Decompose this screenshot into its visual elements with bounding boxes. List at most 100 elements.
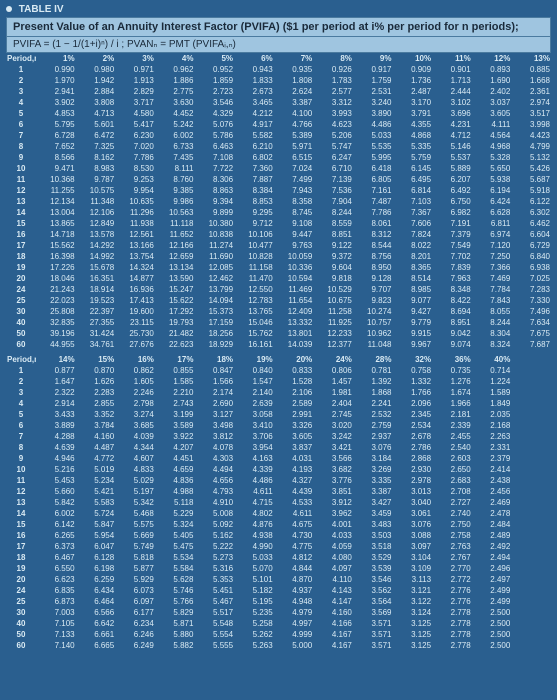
value-cell: 7.652 xyxy=(36,141,76,152)
value-cell: 3.013 xyxy=(392,486,432,497)
value-cell: 8.950 xyxy=(353,262,393,273)
table-row: 10.9900.9800.9710.9620.9520.9430.9350.92… xyxy=(6,64,551,75)
value-cell: 9.707 xyxy=(353,284,393,295)
value-cell: 5.918 xyxy=(511,185,551,196)
value-cell: 3.784 xyxy=(76,420,116,431)
value-cell: 3.335 xyxy=(353,475,393,486)
value-cell: 5.468 xyxy=(115,508,155,519)
period-cell: 25 xyxy=(6,596,36,607)
value-cell: 2.758 xyxy=(432,530,472,541)
value-cell: 9.818 xyxy=(313,273,353,284)
value-cell: 13.801 xyxy=(274,328,314,339)
value-cell: 27.355 xyxy=(76,317,116,328)
value-cell: 5.534 xyxy=(155,552,195,563)
period-cell: 18 xyxy=(6,552,36,563)
value-cell: 12.659 xyxy=(155,251,195,262)
value-cell: 3.076 xyxy=(392,519,432,530)
table-row: 206.6236.2595.9295.6285.3535.1014.8704.1… xyxy=(6,574,551,585)
table-row: 1816.39814.99213.75412.65911.69010.82810… xyxy=(6,251,551,262)
value-cell: 2.855 xyxy=(76,398,116,409)
value-cell: 9.823 xyxy=(353,295,393,306)
value-cell: 3.791 xyxy=(392,108,432,119)
value-cell: 12.550 xyxy=(234,284,274,295)
rate-header: 40% xyxy=(472,354,512,365)
value-cell: 4.997 xyxy=(274,618,314,629)
value-cell: 2.937 xyxy=(353,431,393,442)
value-cell: 5.076 xyxy=(194,119,234,130)
value-cell: 4.802 xyxy=(234,508,274,519)
table-row: 1312.13411.34810.6359.9869.3948.8538.358… xyxy=(6,196,551,207)
value-cell: 12.783 xyxy=(234,295,274,306)
value-cell: 18.929 xyxy=(194,339,234,350)
value-cell: 6.177 xyxy=(115,607,155,618)
value-cell: 6.234 xyxy=(115,618,155,629)
value-cell: 2.727 xyxy=(432,497,472,508)
value-cell: 19.793 xyxy=(155,317,195,328)
value-cell: 8.559 xyxy=(313,218,353,229)
value-cell: 5.747 xyxy=(313,141,353,152)
rate-header: 5% xyxy=(194,53,234,64)
value-cell: 2.772 xyxy=(432,574,472,585)
value-cell: 7.887 xyxy=(234,174,274,185)
value-cell: 3.127 xyxy=(194,409,234,420)
value-cell: 2.494 xyxy=(472,552,512,563)
value-cell: 7.103 xyxy=(392,196,432,207)
value-cell: 7.191 xyxy=(432,218,472,229)
value-cell: 3.571 xyxy=(353,629,393,640)
value-cell: 5.328 xyxy=(472,152,512,163)
value-cell: 4.659 xyxy=(155,464,195,475)
value-cell: 2.678 xyxy=(392,431,432,442)
value-cell: 5.583 xyxy=(76,497,116,508)
period-cell: 14 xyxy=(6,508,36,519)
value-cell: 7.786 xyxy=(115,152,155,163)
value-cell: 6.464 xyxy=(76,596,116,607)
value-cell: 5.316 xyxy=(194,563,234,574)
value-cell: 6.418 xyxy=(353,163,393,174)
value-cell: 5.759 xyxy=(392,152,432,163)
value-cell: 5.628 xyxy=(155,574,195,585)
value-cell: 3.912 xyxy=(313,497,353,508)
value-cell: 3.993 xyxy=(313,108,353,119)
table-row: 76.7286.4726.2306.0025.7865.5825.3895.20… xyxy=(6,130,551,141)
value-cell: 0.735 xyxy=(432,365,472,376)
value-cell: 9.899 xyxy=(194,207,234,218)
period-cell: 3 xyxy=(6,86,36,97)
value-cell: 3.124 xyxy=(392,607,432,618)
value-cell: 12.409 xyxy=(274,306,314,317)
value-cell: 4.163 xyxy=(234,453,274,464)
value-cell: 1.833 xyxy=(234,75,274,86)
value-cell: 3.352 xyxy=(76,409,116,420)
value-cell: 0.847 xyxy=(194,365,234,376)
value-cell: 4.327 xyxy=(274,475,314,486)
rate-header: 17% xyxy=(155,354,195,365)
value-cell: 3.483 xyxy=(353,519,393,530)
table-number: TABLE IV xyxy=(6,4,551,15)
value-cell: 3.922 xyxy=(155,431,195,442)
value-cell: 2.690 xyxy=(194,398,234,409)
value-cell: 3.605 xyxy=(472,108,512,119)
value-cell: 2.775 xyxy=(155,86,195,97)
value-cell: 5.818 xyxy=(115,552,155,563)
value-cell: 0.917 xyxy=(353,64,393,75)
value-cell: 6.840 xyxy=(511,251,551,262)
value-cell: 5.882 xyxy=(155,640,195,651)
value-cell: 12.462 xyxy=(194,273,234,284)
value-cell: 5.724 xyxy=(76,508,116,519)
value-cell: 7.020 xyxy=(115,141,155,152)
value-cell: 6.873 xyxy=(36,596,76,607)
value-cell: 8.985 xyxy=(392,284,432,295)
value-cell: 2.379 xyxy=(472,453,512,464)
value-cell: 4.876 xyxy=(234,519,274,530)
value-cell: 15.247 xyxy=(155,284,195,295)
value-cell: 16.398 xyxy=(36,251,76,262)
value-cell: 4.607 xyxy=(115,453,155,464)
table-row: 2421.24318.91416.93615.24713.79912.55011… xyxy=(6,284,551,295)
value-cell: 4.111 xyxy=(472,119,512,130)
value-cell: 5.342 xyxy=(115,497,155,508)
rate-header: 32% xyxy=(392,354,432,365)
value-cell: 4.775 xyxy=(274,541,314,552)
value-cell: 4.439 xyxy=(274,486,314,497)
value-cell: 11.690 xyxy=(194,251,234,262)
rate-header: 14% xyxy=(36,354,76,365)
pvifa-table-wrapper: TABLE IV Present Value of an Annuity Int… xyxy=(0,0,557,655)
